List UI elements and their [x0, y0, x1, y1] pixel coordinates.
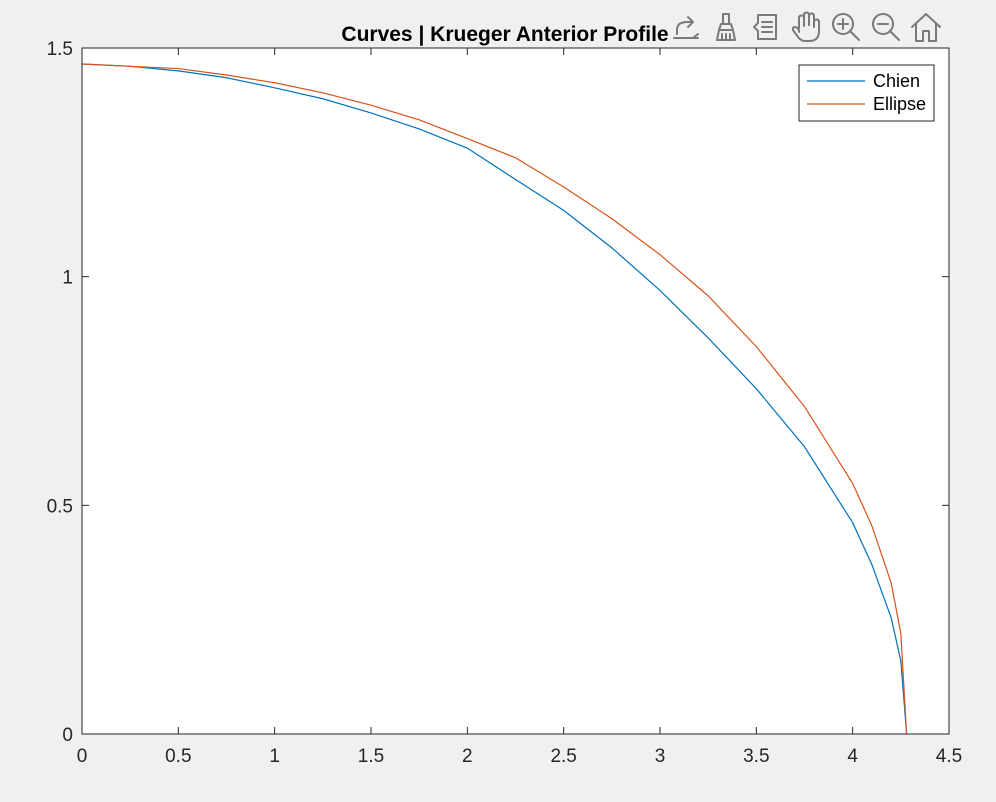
- hand-icon: [791, 11, 820, 42]
- axes-background: [82, 48, 949, 734]
- axes-box: [81, 47, 950, 735]
- axes-toolbar: [668, 6, 952, 48]
- tick-layer: 0 0.5 1 1.5 2 2.5 3 3.5 4 4.5 0 0.5 1 1.5: [47, 39, 963, 767]
- x-tick-label: 1: [269, 746, 280, 767]
- chart-title: Curves | Krueger Anterior Profile: [341, 23, 668, 46]
- y-tick-label: 0.5: [47, 496, 73, 517]
- x-tick-label: 2.5: [550, 746, 576, 767]
- series-line-ellipse[interactable]: [81, 63, 908, 735]
- legend-box: [798, 64, 935, 122]
- home-icon: [911, 13, 941, 42]
- brush-button[interactable]: [708, 7, 744, 47]
- home-button[interactable]: [908, 7, 944, 47]
- x-tick-label: 0: [77, 746, 88, 767]
- legend-label: Ellipse: [873, 94, 926, 114]
- legend-label: Chien: [873, 71, 920, 91]
- x-tick-label: 1.5: [358, 746, 384, 767]
- y-tick-label: 1.5: [47, 39, 73, 60]
- zoom-out-icon: [872, 13, 900, 41]
- x-tick-label: 4: [847, 746, 858, 767]
- legend[interactable]: Chien Ellipse: [798, 64, 935, 122]
- zoom-out-button[interactable]: [868, 7, 904, 47]
- x-tick-label: 2: [462, 746, 473, 767]
- datatip-button[interactable]: [748, 7, 784, 47]
- x-tick-label: 4.5: [936, 746, 962, 767]
- series-layer: [81, 63, 908, 735]
- export-button[interactable]: [668, 7, 704, 47]
- zoom-in-button[interactable]: [828, 7, 864, 47]
- x-tick-label: 0.5: [165, 746, 191, 767]
- export-icon: [673, 16, 699, 39]
- y-tick-label: 1: [62, 268, 73, 289]
- x-tick-label: 3.5: [743, 746, 769, 767]
- datatip-icon: [753, 14, 777, 40]
- pan-button[interactable]: [788, 7, 824, 47]
- zoom-in-icon: [832, 13, 860, 41]
- series-line-chien[interactable]: [81, 63, 908, 735]
- y-tick-label: 0: [62, 725, 73, 746]
- x-tick-label: 3: [655, 746, 666, 767]
- brush-icon: [716, 13, 736, 41]
